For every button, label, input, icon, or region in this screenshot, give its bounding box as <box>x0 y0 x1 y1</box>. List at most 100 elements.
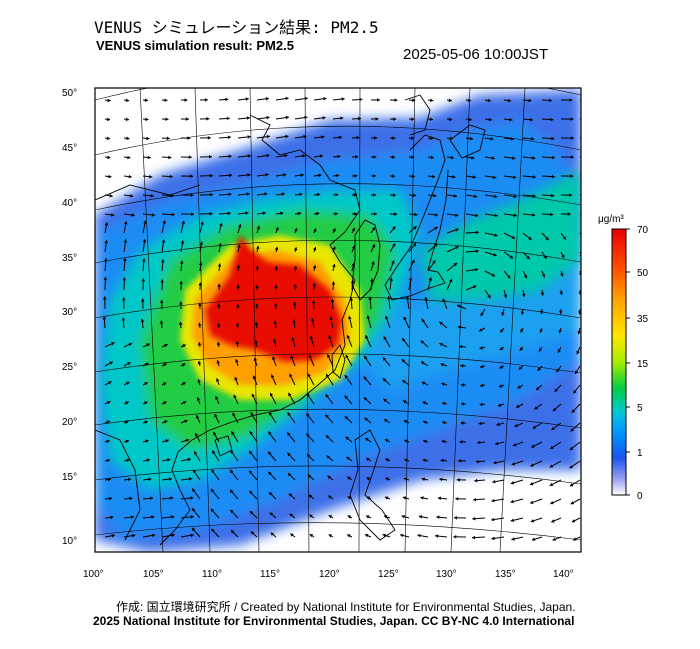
wind-arrowhead <box>167 458 171 462</box>
wind-arrowhead <box>452 175 456 179</box>
wind-arrowhead <box>164 98 168 102</box>
wind-arrowhead <box>503 294 508 298</box>
wind-arrowhead <box>429 117 433 121</box>
wind-arrowhead <box>185 438 190 443</box>
wind-arrowhead <box>123 239 128 243</box>
wind-arrowhead <box>383 336 387 340</box>
wind-arrowhead <box>196 397 201 401</box>
wind-arrowhead <box>472 535 476 540</box>
wind-arrowhead <box>108 381 112 385</box>
wind-arrowhead <box>190 193 194 197</box>
wind-arrowhead <box>435 534 439 538</box>
wind-arrowhead <box>528 98 532 103</box>
wind-arrowhead <box>125 98 130 103</box>
wind-arrowhead <box>337 154 341 159</box>
wind-arrowhead <box>434 226 438 230</box>
wind-arrowhead <box>275 227 279 231</box>
wind-arrowhead <box>303 134 307 139</box>
wind-arrowhead <box>510 137 514 141</box>
wind-arrowhead <box>347 476 351 480</box>
wind-arrowhead <box>355 155 359 159</box>
wind-arrowhead <box>169 174 173 179</box>
wind-arrowhead <box>347 496 352 500</box>
wind-arrowhead <box>209 154 212 159</box>
wind-arrowhead <box>363 376 367 380</box>
wind-arrowhead <box>170 193 174 198</box>
wind-arrowhead <box>457 304 461 308</box>
wind-arrowhead <box>196 415 200 419</box>
wind-arrowhead <box>344 416 349 420</box>
wind-arrowhead <box>256 245 260 250</box>
wind-arrowhead <box>266 115 270 120</box>
wind-arrowhead <box>404 439 408 443</box>
wind-arrowhead <box>374 136 378 140</box>
wind-arrowhead <box>357 116 361 121</box>
wind-arrowhead <box>363 397 368 401</box>
wind-arrowhead <box>191 508 196 512</box>
wind-arrowhead <box>130 515 134 519</box>
wind-arrowhead <box>439 343 443 347</box>
wind-arrowhead <box>144 382 148 386</box>
wind-arrowhead <box>150 194 154 198</box>
wind-arrowhead <box>495 441 499 446</box>
wind-arrowhead <box>456 478 460 482</box>
wind-arrowhead <box>121 317 126 321</box>
wind-arrowhead <box>385 315 389 320</box>
wind-arrowhead <box>562 236 566 240</box>
wind-arrowhead <box>532 194 536 198</box>
wind-arrowhead <box>570 174 574 178</box>
wind-arrowhead <box>491 517 495 522</box>
wind-arrowhead <box>107 477 111 482</box>
wind-arrowhead <box>491 156 495 160</box>
wind-arrowhead <box>532 175 536 179</box>
wind-arrowhead <box>300 173 304 177</box>
wind-arrowhead <box>327 475 331 480</box>
wind-arrowhead <box>306 413 310 417</box>
wind-arrowhead <box>122 277 127 281</box>
wind-arrowhead <box>442 298 446 302</box>
wind-arrowhead <box>308 354 312 358</box>
svg-text:15°: 15° <box>62 472 77 483</box>
wind-arrowhead <box>507 275 511 279</box>
wind-arrowhead <box>179 301 183 305</box>
svg-text:50°: 50° <box>62 88 77 99</box>
wind-arrowhead <box>403 420 408 424</box>
wind-arrowhead <box>432 260 436 264</box>
wind-arrowhead <box>571 409 576 413</box>
wind-arrowhead <box>104 222 109 226</box>
wind-arrowhead <box>211 528 215 533</box>
wind-arrowhead <box>256 225 261 230</box>
wind-arrowhead <box>323 97 327 101</box>
wind-arrowhead <box>421 361 425 365</box>
colorbar-label-1: 1 <box>637 448 643 459</box>
wind-arrowhead <box>394 98 398 102</box>
wind-arrowhead <box>439 477 443 482</box>
wind-arrowhead <box>108 496 113 501</box>
wind-arrowhead <box>477 440 481 445</box>
wind-arrowhead <box>236 264 241 268</box>
wind-arrowhead <box>494 213 498 218</box>
wind-arrowhead <box>439 321 443 326</box>
wind-arrowhead <box>230 509 234 514</box>
wind-arrowhead <box>467 98 472 103</box>
wind-arrowhead <box>141 278 146 282</box>
wind-arrowhead <box>389 277 393 281</box>
wind-arrowhead <box>510 499 514 504</box>
wind-arrowhead <box>413 193 417 198</box>
wind-arrowhead <box>160 279 164 283</box>
wind-arrowhead <box>270 532 275 536</box>
wind-arrowhead <box>193 469 197 474</box>
wind-arrowhead <box>450 155 455 160</box>
wind-arrowhead <box>331 281 336 285</box>
wind-arrowhead <box>423 439 427 444</box>
wind-arrowhead <box>250 531 255 535</box>
wind-arrowhead <box>288 392 292 397</box>
wind-arrowhead <box>144 420 148 424</box>
svg-text:100°: 100° <box>83 569 104 580</box>
wind-arrowhead <box>430 98 434 103</box>
wind-arrowhead <box>364 417 368 422</box>
wind-arrowhead <box>316 211 320 216</box>
wind-arrowhead <box>411 155 415 159</box>
wind-arrowhead <box>268 471 272 476</box>
wind-arrowhead <box>556 368 560 373</box>
